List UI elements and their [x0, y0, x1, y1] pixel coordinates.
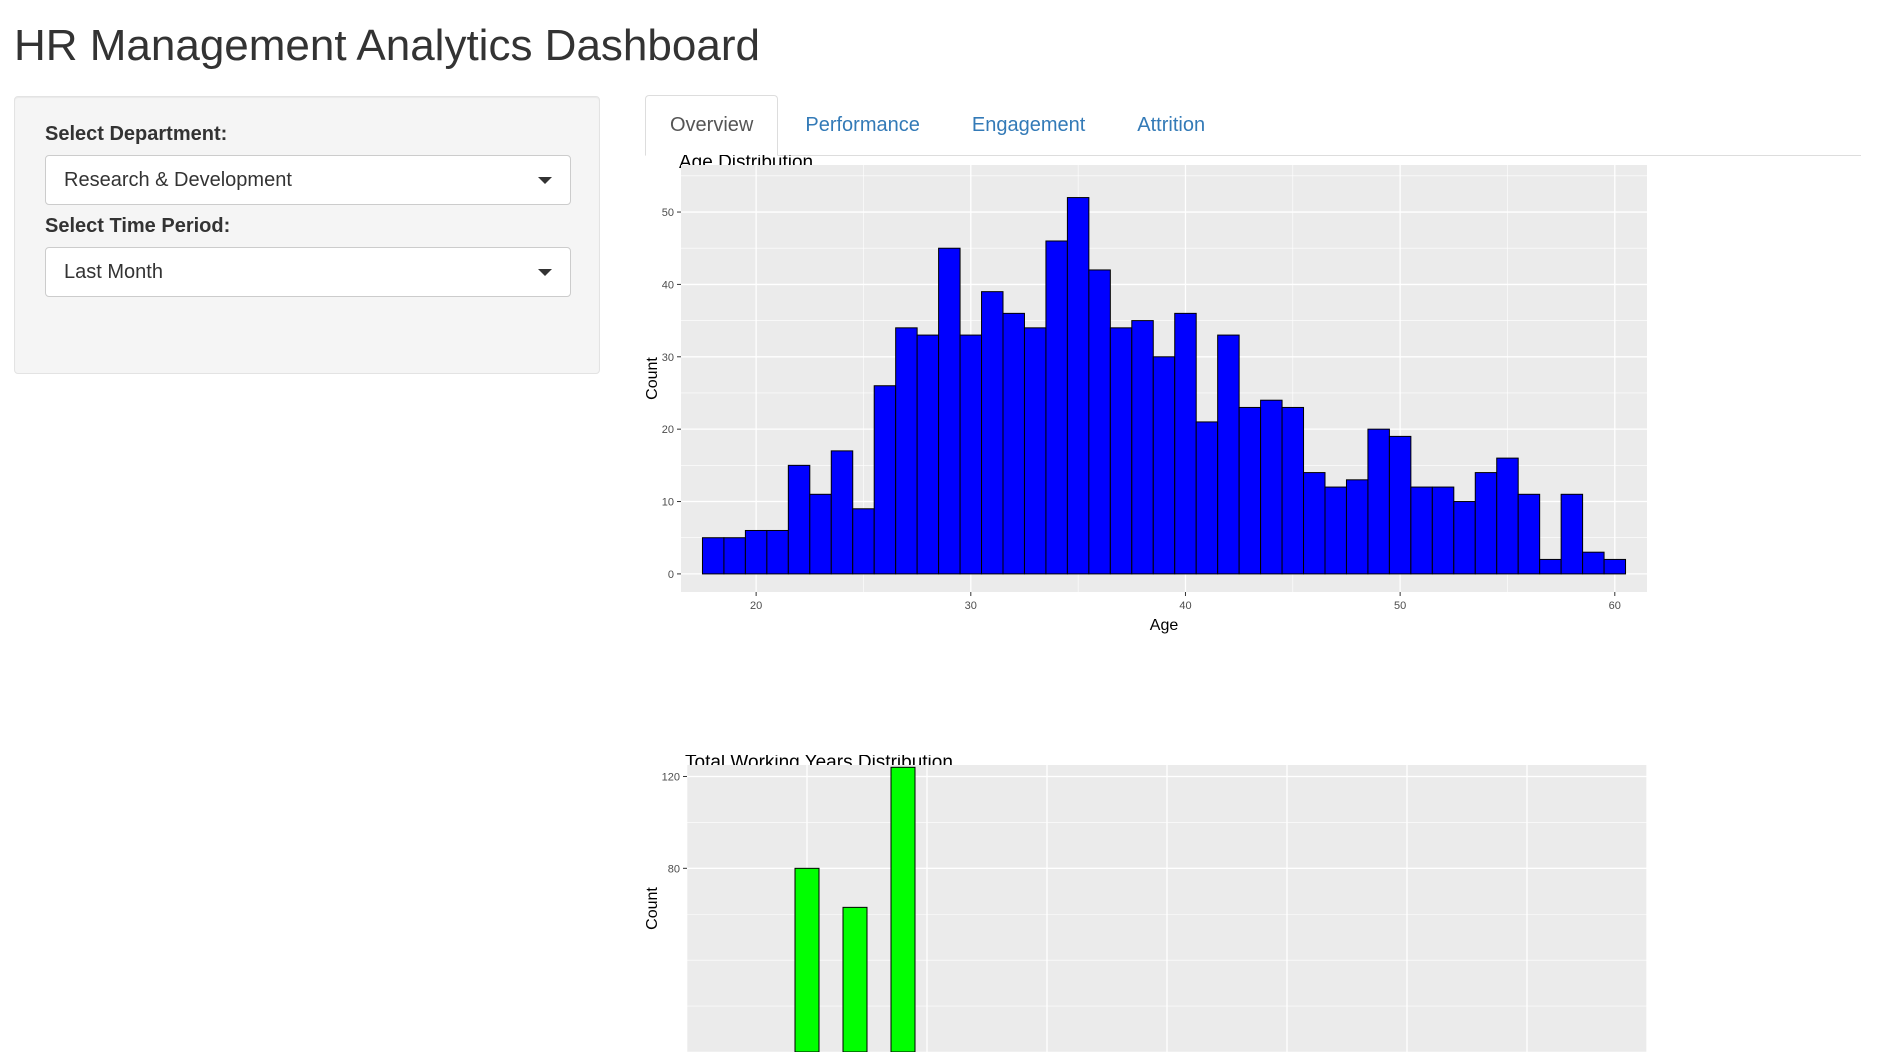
histogram-bar	[1560, 493, 1584, 575]
histogram-bar	[723, 537, 746, 575]
histogram-bar	[1195, 421, 1219, 575]
x-axis-title: Age	[1150, 617, 1179, 634]
y-tick-label: 0	[668, 569, 674, 581]
y-tick-label: 50	[662, 207, 674, 219]
y-tick-label: 120	[662, 771, 680, 783]
histogram-bar	[1152, 356, 1176, 575]
histogram-bar	[842, 906, 868, 1052]
histogram-bar	[830, 450, 854, 575]
histogram-bar	[890, 766, 916, 1052]
histogram-bar	[916, 334, 940, 575]
histogram-bar	[895, 327, 918, 575]
histogram-bar	[1066, 197, 1090, 575]
department-label: Select Department:	[45, 123, 228, 145]
histogram-bar	[787, 464, 811, 575]
histogram-bar	[1002, 312, 1025, 575]
histogram-bar	[809, 493, 832, 575]
histogram-bar	[938, 247, 961, 575]
department-select-value: Research & Development	[64, 168, 292, 191]
histogram-bar	[794, 867, 820, 1052]
histogram-bar	[1410, 486, 1433, 575]
histogram-bar	[1260, 399, 1283, 575]
department-select[interactable]: Research & Development	[45, 155, 571, 205]
histogram-bar	[1238, 406, 1262, 575]
chevron-down-icon	[538, 268, 552, 276]
histogram-bar	[959, 334, 983, 575]
histogram-bar	[1496, 457, 1519, 575]
histogram-bar	[1281, 406, 1305, 575]
x-tick-label: 30	[965, 600, 977, 612]
histogram-bar	[981, 291, 1004, 575]
y-tick-label: 40	[662, 279, 674, 291]
histogram-bar	[1303, 472, 1326, 575]
histogram-bar	[1539, 558, 1562, 575]
tab-bar: Overview Performance Engagement Attritio…	[645, 95, 1861, 156]
y-tick-label: 30	[662, 352, 674, 364]
histogram-bar	[1582, 551, 1605, 575]
histogram-bar	[852, 508, 875, 575]
histogram-bar	[1174, 312, 1197, 575]
histogram-bar	[1453, 501, 1476, 575]
histogram-bar	[873, 385, 897, 575]
y-tick-label: 80	[668, 863, 680, 875]
histogram-bar	[1109, 327, 1133, 575]
histogram-bar	[1088, 269, 1111, 575]
time-period-label: Select Time Period:	[45, 215, 231, 237]
histogram-bar	[701, 537, 725, 575]
x-tick-label: 20	[750, 600, 762, 612]
time-period-select[interactable]: Last Month	[45, 247, 571, 297]
x-tick-label: 60	[1609, 600, 1621, 612]
histogram-bar	[1324, 486, 1347, 575]
sidebar-panel: Select Department: Research & Developmen…	[14, 96, 600, 374]
tab-performance[interactable]: Performance	[805, 113, 920, 136]
time-period-select-value: Last Month	[64, 260, 163, 283]
main-content: Overview Performance Engagement Attritio…	[645, 95, 1883, 1052]
y-axis-title: Count	[645, 887, 661, 930]
page-title: HR Management Analytics Dashboard	[14, 21, 760, 70]
histogram-bar	[1388, 435, 1412, 575]
histogram-bar	[1431, 486, 1455, 575]
tab-attrition[interactable]: Attrition	[1137, 113, 1206, 136]
chevron-down-icon	[538, 176, 552, 184]
tab-overview[interactable]: Overview	[645, 95, 779, 156]
y-axis-title: Count	[645, 357, 661, 400]
y-tick-label: 10	[662, 497, 674, 509]
x-tick-label: 50	[1394, 600, 1406, 612]
histogram-bar	[1603, 558, 1627, 575]
histogram-bar	[1217, 334, 1240, 575]
histogram-bar	[766, 529, 789, 575]
histogram-bar	[1023, 327, 1047, 575]
histogram-bar	[1345, 479, 1369, 575]
histogram-bar	[744, 529, 768, 575]
histogram-bar	[1474, 472, 1498, 575]
histogram-bar	[1367, 428, 1390, 575]
y-tick-label: 20	[662, 424, 674, 436]
working-years-chart: Total Working Years Distribution80120Cou…	[645, 755, 1648, 1052]
histogram-bar	[1045, 240, 1068, 575]
x-tick-label: 40	[1179, 600, 1191, 612]
histogram-bar	[1517, 493, 1541, 575]
tab-engagement[interactable]: Engagement	[971, 113, 1086, 136]
histogram-bar	[1131, 320, 1154, 575]
